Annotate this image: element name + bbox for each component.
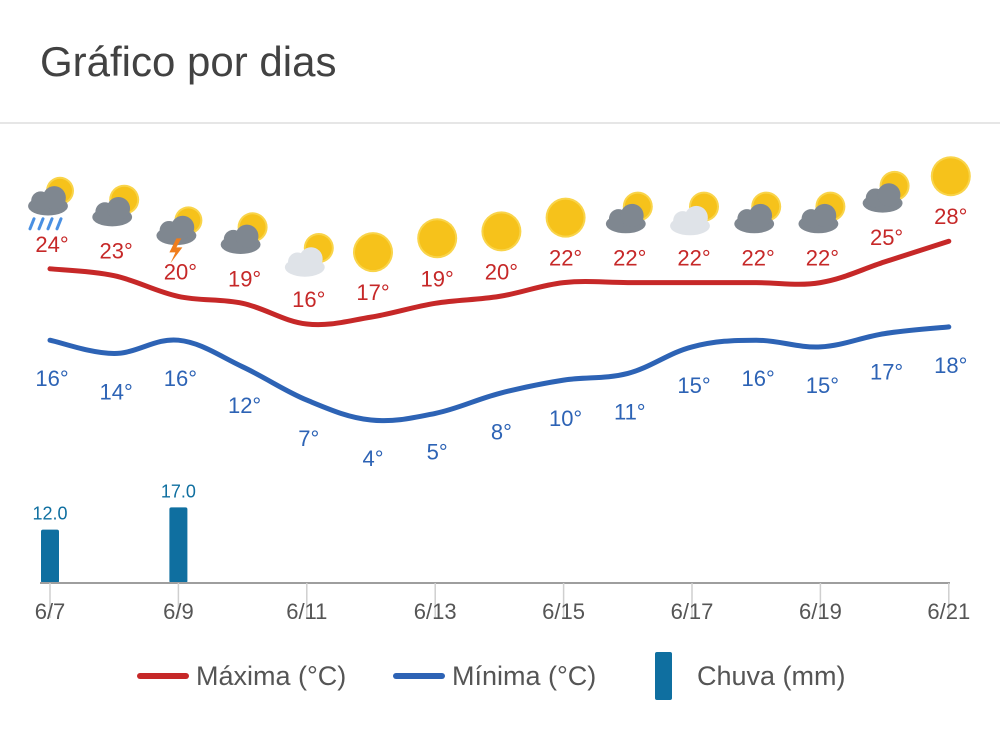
rain-bar [41, 529, 59, 583]
sun-disc [355, 234, 391, 271]
max-label: 25° [870, 225, 903, 250]
cloud-sun-icon [92, 184, 140, 227]
min-label: 15° [806, 373, 839, 398]
x-tick-label: 6/7 [35, 599, 66, 624]
rain-label: 17.0 [161, 481, 196, 501]
max-label: 16° [292, 287, 325, 312]
min-series: 16° 14° 16° 12° 7° 4° 5° 8° 10° 11° 15° 16° 15° 17° 18… [35, 324, 967, 471]
min-label: 7° [298, 426, 319, 451]
max-label: 24° [35, 232, 68, 257]
cloud-puff [299, 247, 323, 271]
weather-icons [28, 156, 971, 277]
rain-drop [37, 217, 45, 231]
sun-disc [419, 220, 456, 257]
sun-icon [930, 156, 971, 197]
rain-bar [169, 507, 188, 583]
cloud-sun-icon [734, 191, 782, 234]
legend-swatch [655, 652, 672, 700]
cloud-puff [748, 203, 773, 227]
min-label: 16° [35, 366, 68, 391]
max-label: 20° [485, 259, 518, 284]
cloud-sun-icon [798, 191, 846, 234]
cloud-puff [171, 215, 195, 239]
x-tick-label: 6/9 [163, 599, 194, 624]
rain-label: 12.0 [32, 504, 67, 524]
max-line [47, 238, 952, 328]
sun-icon [353, 232, 393, 273]
weather-chart: 24° 23° 20° 19° 16° 17° 19° 20° 22° 22° 22° 22° 22° 2… [28, 156, 971, 700]
cloud-puff [813, 203, 837, 227]
min-label: 14° [100, 380, 133, 405]
lightning-bolt [169, 238, 183, 264]
sun-icon [545, 197, 586, 238]
min-label: 15° [677, 373, 710, 398]
rain-drop [28, 217, 36, 231]
min-label: 10° [549, 406, 582, 431]
sun-disc [547, 199, 584, 236]
sun-disc [483, 213, 520, 250]
cloud-puff [42, 186, 66, 210]
partly-cloudy-icon [670, 191, 719, 236]
thunderstorm-icon [156, 206, 203, 264]
max-label: 22° [549, 246, 582, 271]
legend-label: Máxima (°C) [196, 661, 346, 691]
cloud-sun-icon [220, 212, 268, 254]
header: Gráfico por dias [0, 0, 1000, 124]
min-label: 11° [614, 399, 646, 424]
legend-item: Mínima (°C) [393, 661, 596, 691]
min-label: 18° [934, 353, 967, 378]
sun-disc [932, 158, 969, 195]
partly-cloudy-icon [284, 233, 334, 277]
rain-series: 12.0 17.0 [32, 481, 196, 583]
x-axis: 6/7 6/9 6/11 6/13 6/15 6/17 6/19 6/21 [35, 582, 970, 624]
min-label: 4° [362, 446, 383, 471]
rain-cloud-icon [28, 176, 74, 231]
max-label: 22° [677, 246, 710, 271]
min-label: 16° [164, 366, 197, 391]
max-label: 19° [421, 266, 454, 291]
max-label: 22° [613, 246, 646, 271]
max-series: 24° 23° 20° 19° 16° 17° 19° 20° 22° 22° 22° 22° 22° 2… [35, 204, 967, 328]
min-label: 8° [491, 419, 512, 444]
legend-item: Chuva (mm) [655, 652, 846, 700]
cloud-sun-icon [605, 191, 653, 234]
max-label: 22° [742, 246, 775, 271]
cloud-puff [106, 197, 131, 221]
legend: Máxima (°C) Mínima (°C) Chuva (mm) [137, 652, 846, 700]
page-title: Gráfico por dias [40, 38, 337, 85]
max-label: 19° [228, 266, 261, 291]
legend-item: Máxima (°C) [137, 661, 346, 691]
x-tick-label: 6/15 [542, 599, 585, 624]
max-label: 28° [934, 204, 967, 229]
legend-label: Mínima (°C) [452, 661, 596, 691]
legend-label: Chuva (mm) [697, 661, 846, 691]
x-tick-label: 6/21 [927, 599, 970, 624]
min-label: 12° [228, 393, 261, 418]
sun-icon [481, 211, 522, 252]
max-label: 22° [806, 246, 839, 271]
min-label: 16° [742, 366, 775, 391]
max-label: 17° [356, 280, 389, 305]
min-label: 5° [427, 439, 448, 464]
cloud-puff [620, 203, 644, 227]
x-tick-label: 6/11 [286, 599, 327, 624]
rain-drop [46, 217, 54, 231]
max-label: 23° [100, 239, 133, 264]
rain-drop [55, 217, 63, 231]
cloud-puff [684, 205, 708, 229]
sun-icon [417, 218, 458, 259]
x-tick-label: 6/13 [414, 599, 457, 624]
x-tick-label: 6/17 [671, 599, 714, 624]
cloud-puff [877, 183, 901, 207]
cloud-puff [235, 224, 259, 248]
max-label: 20° [164, 259, 197, 284]
x-tick-label: 6/19 [799, 599, 842, 624]
min-label: 17° [870, 360, 903, 385]
min-line [47, 324, 952, 424]
cloud-sun-icon [862, 170, 910, 213]
